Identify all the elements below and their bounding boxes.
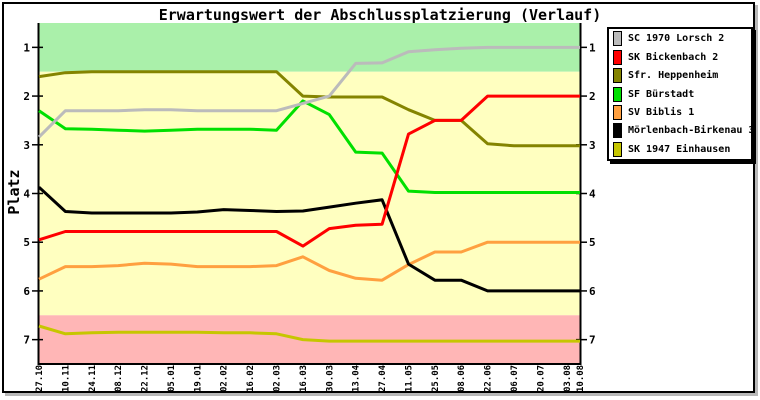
y-tick-label-right: 4 [589,188,596,201]
y-tick-label-right: 3 [589,139,596,152]
series-line-sfr-heppenheim [38,70,580,148]
legend-swatch-icon [613,104,622,120]
y-tick-label-left: 6 [23,285,30,298]
x-tick-label: 10.08 [576,365,586,392]
x-tick-label: 16.02 [246,365,256,392]
x-tick-label: 25.05 [431,365,441,392]
legend-item: SK 1947 Einhausen [613,141,751,158]
series-line-sk-1947-einhausen [38,324,580,343]
x-tick-label: 02.02 [220,365,230,392]
x-tick-label: 24.11 [88,365,98,392]
legend-label: SC 1970 Lorsch 2 [628,33,725,45]
y-tick-label-right: 5 [589,236,596,249]
x-tick-label: 13.04 [352,364,362,392]
x-tick-label: 16.03 [299,365,309,392]
legend-item: Mörlenbach-Birkenau 3 [613,122,755,139]
x-tick-label: 10.11 [61,365,71,392]
y-tick-label-left: 1 [23,41,30,54]
series-line-sv-biblis-1 [38,240,580,282]
x-tick-label: 22.12 [141,365,151,392]
legend: SC 1970 Lorsch 2 SK Bickenbach 2 Sfr. Hepp… [607,27,755,161]
legend-label: Sfr. Heppenheim [628,70,719,82]
legend-swatch-icon [613,68,622,84]
legend-label: Mörlenbach-Birkenau 3 [628,125,755,137]
y-tick-label-right: 1 [589,41,596,54]
legend-label: SF Bürstadt [628,88,695,100]
legend-swatch-icon [613,141,622,157]
series-line-sf-bürstadt [38,99,580,194]
legend-swatch-icon [613,123,622,139]
x-tick-label: 30.03 [325,365,335,392]
legend-item: SC 1970 Lorsch 2 [613,30,751,47]
y-tick-label-left: 3 [23,139,30,152]
legend-swatch-icon [613,86,622,102]
y-tick-label-right: 2 [589,90,596,103]
x-tick-label: 22.06 [484,365,494,392]
series-line-mörlenbach-birkenau-3 [37,186,580,293]
y-tick-label-left: 5 [23,236,30,249]
y-tick-label-left: 4 [23,188,30,201]
y-tick-label-left: 2 [23,90,30,103]
x-tick-label: 27.04 [378,364,388,392]
legend-swatch-icon [613,49,622,65]
x-tick-label: 08.12 [114,365,124,392]
x-tick-label: 02.03 [273,365,283,392]
x-tick-label: 19.01 [193,365,203,392]
series-line-sk-bickenbach-2 [38,94,580,248]
x-tick-label: 03.08 [563,365,573,392]
y-tick-label-right: 7 [589,334,596,347]
legend-item: Sfr. Heppenheim [613,67,751,84]
x-tick-label: 11.05 [404,365,414,392]
legend-item: SK Bickenbach 2 [613,49,751,66]
y-tick-label-left: 7 [23,334,30,347]
chart-title: Erwartungswert der Abschlussplatzierung … [158,6,602,24]
x-tick-label: 27.10 [35,365,45,392]
legend-swatch-icon [613,31,622,47]
x-tick-label: 08.06 [457,365,467,392]
legend-label: SK 1947 Einhausen [628,143,731,155]
x-tick-label: 06.07 [510,365,520,392]
legend-label: SK Bickenbach 2 [628,51,719,63]
legend-item: SF Bürstadt [613,86,751,103]
y-tick-label-right: 6 [589,285,596,298]
y-axis-title: Platz [5,169,23,215]
x-tick-label: 05.01 [167,365,177,392]
series-line-sc-1970-lorsch-2 [37,45,580,139]
legend-item: SV Biblis 1 [613,104,751,121]
legend-label: SV Biblis 1 [628,106,695,118]
x-tick-label: 20.07 [536,365,546,392]
